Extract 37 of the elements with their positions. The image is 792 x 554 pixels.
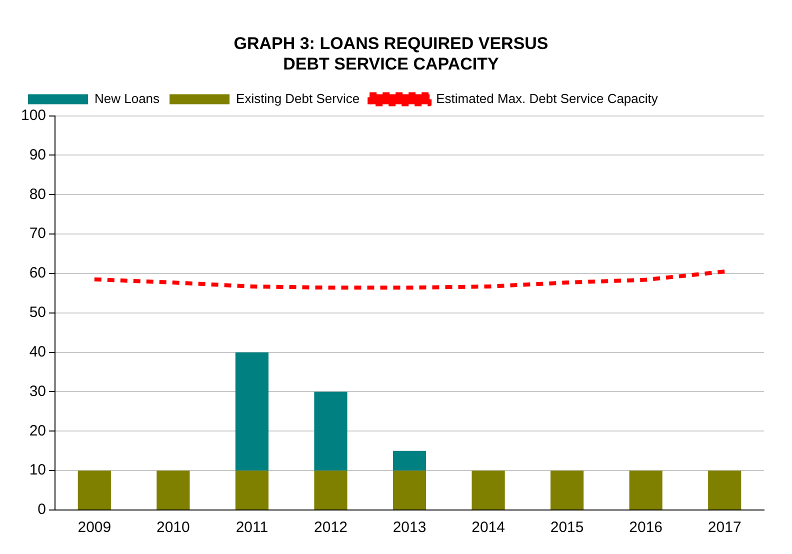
x-tick-label: 2010 xyxy=(156,519,190,536)
bar xyxy=(314,392,348,471)
x-tick-label: 2011 xyxy=(236,519,268,536)
y-tick-label: 20 xyxy=(29,422,46,440)
y-tick-label: 0 xyxy=(38,501,46,518)
legend-label: Existing Debt Service xyxy=(236,90,360,106)
y-tick-label: 60 xyxy=(29,264,46,282)
bar xyxy=(472,470,505,510)
bar xyxy=(550,470,584,510)
y-tick-label: 10 xyxy=(29,462,46,479)
bar xyxy=(392,450,426,471)
legend-label: Estimated Max. Debt Service Capacity xyxy=(436,90,658,106)
y-tick-label: 100 xyxy=(20,106,46,124)
y-tick-label: 50 xyxy=(29,304,46,322)
y-tick-label: 30 xyxy=(29,382,46,400)
x-tick-label: 2014 xyxy=(472,519,505,536)
x-tick-label: 2013 xyxy=(392,519,426,536)
x-tick-label: 2012 xyxy=(314,519,348,536)
bar xyxy=(629,470,662,510)
y-tick-label: 40 xyxy=(29,343,46,360)
bar xyxy=(156,470,190,510)
chart-title: GRAPH 3: LOANS REQUIRED VERSUS DEBT SERVICE CAPACITY xyxy=(234,34,548,74)
bar xyxy=(314,470,348,510)
bar xyxy=(235,352,269,471)
bar xyxy=(708,470,742,510)
bar xyxy=(78,470,111,510)
y-tick-label: 90 xyxy=(29,146,46,164)
x-tick-label: 2016 xyxy=(629,519,663,536)
bar xyxy=(235,470,269,510)
y-tick-label: 70 xyxy=(29,225,46,242)
bar xyxy=(392,470,426,510)
x-tick-label: 2015 xyxy=(550,519,584,536)
x-tick-label: 2009 xyxy=(78,519,112,536)
y-tick-label: 80 xyxy=(29,186,46,203)
line-series xyxy=(92,270,727,290)
legend-label: New Loans xyxy=(94,90,160,106)
x-tick-label: 2017 xyxy=(708,519,742,536)
